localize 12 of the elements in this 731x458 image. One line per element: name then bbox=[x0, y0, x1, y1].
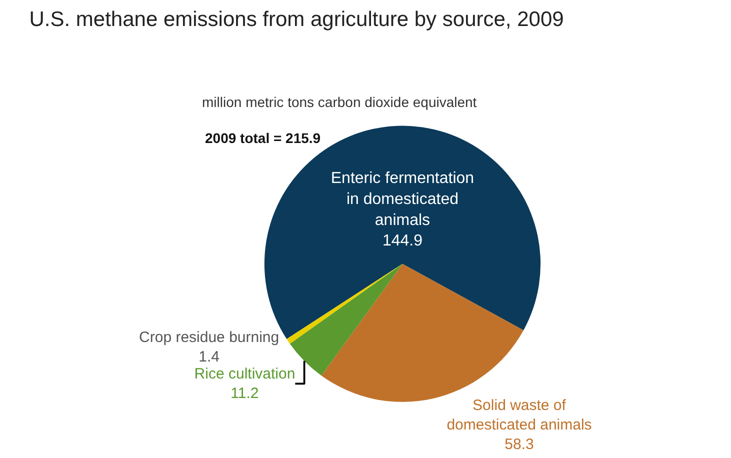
pie-slice bbox=[286, 264, 402, 344]
slice-label: Enteric fermentation in domesticated animals bbox=[330, 170, 474, 229]
data-label: 58.3 bbox=[504, 436, 534, 454]
data-label: 144.9 bbox=[382, 232, 423, 250]
chart-subtitle: million metric tons carbon dioxide equivalent bbox=[202, 94, 477, 110]
slice-label: Crop residue burning bbox=[139, 328, 280, 346]
slice-label: Rice cultivation bbox=[194, 365, 296, 382]
data-label: 1.4 bbox=[198, 348, 220, 366]
chart-title: U.S. methane emissions from agriculture by source, 2009 bbox=[29, 8, 564, 32]
slice-label: Solid waste of domesticated animals bbox=[446, 397, 592, 434]
data-label: 11.2 bbox=[230, 384, 259, 402]
text: 2009 total = 215.9 bbox=[205, 130, 321, 146]
